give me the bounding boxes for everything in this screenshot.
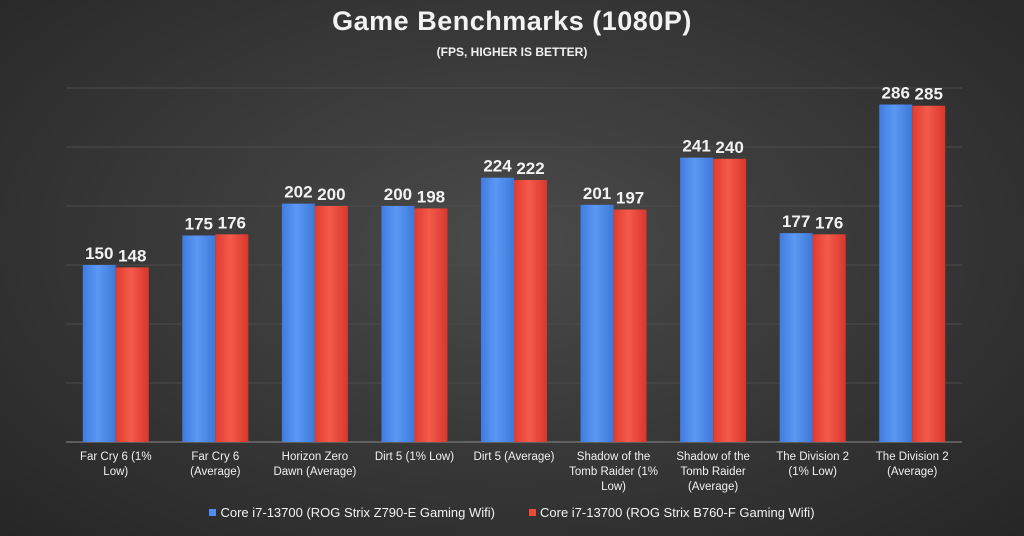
x-tick-label-line: Dirt 5 (Average) <box>474 451 555 463</box>
x-tick-label-line: Far Cry 6 <box>191 451 239 463</box>
legend: Core i7-13700 (ROG Strix Z790-E Gaming W… <box>0 505 1024 520</box>
data-label-series-2: 176 <box>815 213 843 232</box>
data-label-series-1: 200 <box>384 185 412 204</box>
x-tick-label: Shadow of the Tomb Raider (Average) <box>676 451 750 493</box>
data-label-series-2: 176 <box>218 213 246 232</box>
legend-label-series-2: Core i7-13700 (ROG Strix B760-F Gaming W… <box>540 505 815 520</box>
data-label-series-1: 201 <box>583 184 611 203</box>
bar-series-2 <box>514 180 547 443</box>
x-axis-labels: Far Cry 6 (1% Low) Far Cry 6 (Average) Horiz… <box>80 451 949 493</box>
bar-series-2 <box>613 209 647 442</box>
chart-title: Game Benchmarks (1080P) <box>332 6 692 36</box>
x-tick-label: Far Cry 6 (Average) <box>190 451 240 478</box>
data-label-series-1: 202 <box>284 183 312 202</box>
legend-item-series-2: Core i7-13700 (ROG Strix B760-F Gaming W… <box>529 505 815 520</box>
data-label-series-2: 285 <box>915 85 943 104</box>
x-tick-label-line: Low) <box>103 466 128 478</box>
bars-group <box>82 104 946 443</box>
bar-series-1 <box>481 177 514 442</box>
x-tick-label-line: Dawn (Average) <box>273 466 356 478</box>
data-label-series-2: 240 <box>715 138 743 157</box>
data-label-series-1: 175 <box>185 215 213 234</box>
x-tick-label-line: Horizon Zero <box>282 451 348 463</box>
data-label-series-1: 150 <box>85 244 113 263</box>
data-label-series-2: 222 <box>516 159 544 178</box>
x-tick-label: Dirt 5 (Average) <box>474 451 555 463</box>
legend-label-series-1: Core i7-13700 (ROG Strix Z790-E Gaming W… <box>220 505 495 520</box>
bar-series-2 <box>215 234 249 442</box>
data-label-series-1: 286 <box>882 84 910 103</box>
bar-series-2 <box>713 158 747 443</box>
bar-series-1 <box>82 265 116 442</box>
x-tick-label-line: Shadow of the <box>676 451 750 463</box>
x-tick-label: The Division 2 (Average) <box>876 451 949 478</box>
chart-subtitle: (FPS, HIGHER IS BETTER) <box>436 45 588 59</box>
x-tick-label: Shadow of the Tomb Raider (1% Low) <box>569 451 658 493</box>
data-label-series-1: 224 <box>483 157 512 176</box>
x-tick-label-line: (1% Low) <box>788 466 837 478</box>
bar-series-1 <box>680 157 714 442</box>
legend-swatch-red <box>529 509 536 516</box>
bar-series-1 <box>779 233 813 442</box>
x-tick-label-line: The Division 2 <box>876 451 949 463</box>
bar-series-2 <box>115 267 149 442</box>
data-label-series-2: 200 <box>317 185 345 204</box>
x-tick-label: Horizon Zero Dawn (Average) <box>273 451 356 478</box>
data-label-series-2: 148 <box>118 246 146 265</box>
bar-series-1 <box>281 203 315 442</box>
bar-series-1 <box>381 206 415 442</box>
bar-series-1 <box>182 235 216 442</box>
bar-series-2 <box>912 105 946 442</box>
x-tick-label-line: (Average) <box>688 481 738 493</box>
legend-item-series-1: Core i7-13700 (ROG Strix Z790-E Gaming W… <box>209 505 495 520</box>
x-tick-label: Far Cry 6 (1% Low) <box>80 451 152 478</box>
bar-series-1 <box>879 104 913 443</box>
x-tick-label-line: Low) <box>601 481 626 493</box>
data-label-series-2: 197 <box>616 189 644 208</box>
x-tick-label-line: (Average) <box>190 466 240 478</box>
data-label-series-2: 198 <box>417 187 445 206</box>
bar-series-2 <box>812 234 846 442</box>
x-tick-label: The Division 2 (1% Low) <box>776 451 849 478</box>
x-tick-label-line: The Division 2 <box>776 451 849 463</box>
legend-swatch-blue <box>209 509 217 516</box>
x-tick-label-line: (Average) <box>887 466 937 478</box>
x-tick-label-line: Tomb Raider (1% <box>569 466 658 478</box>
data-label-series-1: 177 <box>782 212 810 231</box>
x-tick-label-line: Dirt 5 (1% Low) <box>375 451 454 463</box>
x-tick-label-line: Shadow of the <box>577 451 651 463</box>
value-labels: 150 148 175 176 202 200 200 198 224 222 201 197 241 2… <box>85 84 943 266</box>
bar-series-2 <box>414 208 448 442</box>
x-tick-label: Dirt 5 (1% Low) <box>375 451 454 463</box>
bar-series-1 <box>580 204 614 442</box>
bar-series-2 <box>314 206 348 442</box>
x-tick-label-line: Tomb Raider <box>681 466 746 478</box>
data-label-series-1: 241 <box>682 137 710 156</box>
x-tick-label-line: Far Cry 6 (1% <box>80 451 152 463</box>
